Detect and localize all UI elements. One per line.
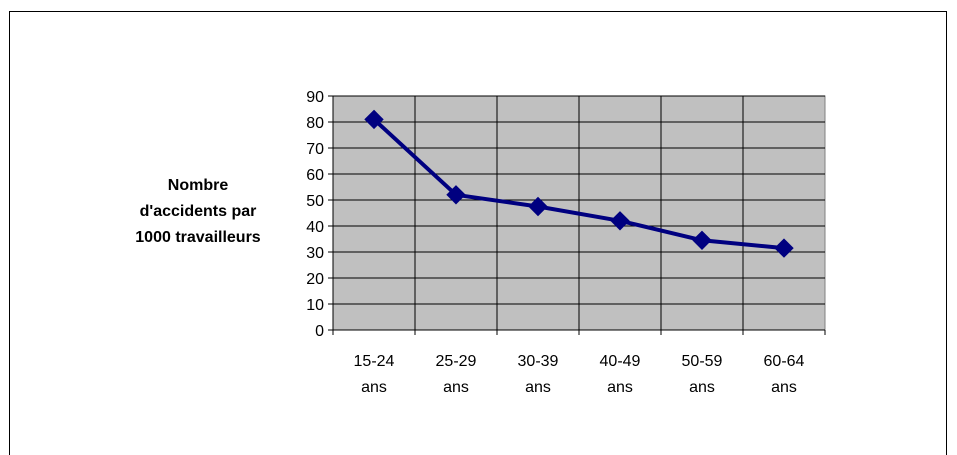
- y-tick-label: 20: [306, 271, 324, 288]
- x-tick-label: 60-64 ans: [764, 353, 805, 396]
- y-axis-label-line-3: 1000 travailleurs: [135, 229, 261, 246]
- x-tick-label: 40-49 ans: [600, 353, 641, 396]
- y-tick-label: 50: [306, 193, 324, 210]
- x-tick-label: 25-29 ans: [436, 353, 477, 396]
- y-tick-label: 0: [315, 323, 324, 340]
- x-tick-label: 15-24 ans: [354, 353, 395, 396]
- data-point-marker: [610, 211, 630, 231]
- y-tick-label: 80: [306, 115, 324, 132]
- y-axis-label-line-2: d'accidents par: [140, 203, 257, 220]
- x-tick-label: 50-59 ans: [682, 353, 723, 396]
- y-tick-label: 90: [306, 89, 324, 106]
- series-line: [372, 117, 785, 251]
- data-point-marker: [774, 238, 794, 258]
- y-axis-label-line-1: Nombre: [168, 177, 229, 194]
- y-tick-label: 60: [306, 167, 324, 184]
- data-point-marker: [446, 185, 466, 205]
- y-tick-label: 70: [306, 141, 324, 158]
- y-tick-label: 30: [306, 245, 324, 262]
- x-tick-label: 30-39 ans: [518, 353, 559, 396]
- y-tick-label: 10: [306, 297, 324, 314]
- data-point-marker: [528, 196, 548, 217]
- data-point-marker: [692, 230, 712, 251]
- y-tick-label: 40: [306, 219, 324, 236]
- data-point-marker: [364, 109, 384, 130]
